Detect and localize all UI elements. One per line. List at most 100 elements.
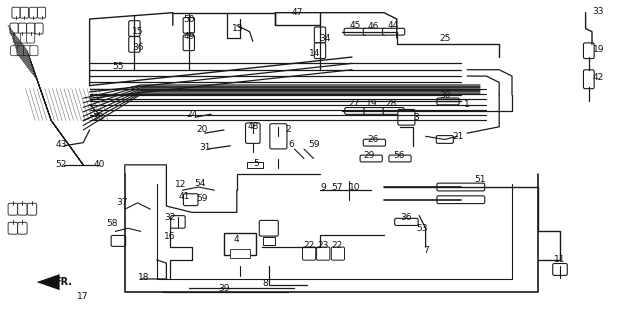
Text: 54: 54 xyxy=(194,179,205,188)
Text: 19: 19 xyxy=(366,99,378,107)
FancyBboxPatch shape xyxy=(11,46,19,56)
Text: FR.: FR. xyxy=(54,277,72,287)
FancyBboxPatch shape xyxy=(24,46,31,56)
Text: 28: 28 xyxy=(385,99,397,107)
Text: 32: 32 xyxy=(164,213,175,222)
Text: 42: 42 xyxy=(593,73,604,82)
Text: 36: 36 xyxy=(401,213,412,222)
Text: 22: 22 xyxy=(303,241,315,250)
Text: 13: 13 xyxy=(232,24,244,33)
FancyBboxPatch shape xyxy=(28,203,36,215)
Text: 9: 9 xyxy=(321,183,326,191)
Text: 24: 24 xyxy=(186,110,198,119)
FancyBboxPatch shape xyxy=(364,28,385,35)
FancyBboxPatch shape xyxy=(19,23,26,34)
FancyBboxPatch shape xyxy=(17,46,25,56)
FancyBboxPatch shape xyxy=(364,139,385,146)
Text: 50: 50 xyxy=(183,15,195,23)
FancyBboxPatch shape xyxy=(10,23,18,34)
Text: 14: 14 xyxy=(309,49,321,58)
FancyBboxPatch shape xyxy=(389,155,411,162)
FancyBboxPatch shape xyxy=(584,43,594,59)
Text: 17: 17 xyxy=(77,292,89,301)
FancyBboxPatch shape xyxy=(314,43,326,59)
FancyBboxPatch shape xyxy=(317,247,330,260)
Text: 52: 52 xyxy=(55,160,67,169)
FancyBboxPatch shape xyxy=(18,203,27,215)
FancyBboxPatch shape xyxy=(27,23,35,34)
FancyBboxPatch shape xyxy=(27,33,35,43)
Text: 59: 59 xyxy=(196,194,207,203)
Text: 39: 39 xyxy=(218,284,230,293)
FancyBboxPatch shape xyxy=(129,36,140,52)
Text: 23: 23 xyxy=(317,241,329,250)
Bar xyxy=(224,233,256,255)
Text: 41: 41 xyxy=(179,192,190,201)
Text: 43: 43 xyxy=(55,140,67,149)
Text: 11: 11 xyxy=(554,256,566,264)
Text: 25: 25 xyxy=(439,34,451,42)
Text: 58: 58 xyxy=(106,219,118,228)
Text: 33: 33 xyxy=(593,7,604,16)
Text: 29: 29 xyxy=(364,151,375,160)
Polygon shape xyxy=(36,274,60,290)
FancyBboxPatch shape xyxy=(183,35,195,51)
FancyBboxPatch shape xyxy=(20,33,28,43)
Text: 48: 48 xyxy=(247,122,259,131)
FancyBboxPatch shape xyxy=(14,33,22,43)
FancyBboxPatch shape xyxy=(18,222,27,234)
FancyBboxPatch shape xyxy=(246,123,260,143)
FancyBboxPatch shape xyxy=(8,203,17,215)
FancyBboxPatch shape xyxy=(38,7,45,18)
Text: 56: 56 xyxy=(393,151,404,160)
Text: 1: 1 xyxy=(465,100,470,109)
FancyBboxPatch shape xyxy=(383,28,404,35)
Text: 53: 53 xyxy=(417,224,428,233)
FancyBboxPatch shape xyxy=(398,109,415,125)
Text: 21: 21 xyxy=(452,132,463,141)
Text: 55: 55 xyxy=(113,62,124,71)
FancyBboxPatch shape xyxy=(270,124,287,149)
Text: 22: 22 xyxy=(332,241,343,250)
Text: 31: 31 xyxy=(199,143,211,152)
FancyBboxPatch shape xyxy=(184,194,198,206)
FancyBboxPatch shape xyxy=(129,21,140,36)
FancyBboxPatch shape xyxy=(437,196,484,204)
FancyBboxPatch shape xyxy=(360,155,382,162)
Text: 44: 44 xyxy=(388,21,399,30)
FancyBboxPatch shape xyxy=(8,222,17,234)
FancyBboxPatch shape xyxy=(395,218,418,225)
Text: 2: 2 xyxy=(285,126,291,134)
Text: 27: 27 xyxy=(348,99,360,107)
Text: 36: 36 xyxy=(132,43,143,52)
Text: 37: 37 xyxy=(116,198,127,207)
Text: 46: 46 xyxy=(367,23,379,31)
FancyBboxPatch shape xyxy=(111,236,125,246)
FancyBboxPatch shape xyxy=(183,17,195,33)
Text: 6: 6 xyxy=(289,140,294,149)
FancyBboxPatch shape xyxy=(20,7,28,18)
Text: 45: 45 xyxy=(349,21,361,30)
Text: 34: 34 xyxy=(319,34,330,42)
FancyBboxPatch shape xyxy=(344,28,366,35)
Text: 8: 8 xyxy=(263,279,268,288)
FancyBboxPatch shape xyxy=(437,183,484,191)
Text: 15: 15 xyxy=(132,27,143,36)
FancyBboxPatch shape xyxy=(553,263,567,275)
Text: 40: 40 xyxy=(93,160,105,169)
Text: 5: 5 xyxy=(253,159,259,168)
Text: 10: 10 xyxy=(349,183,361,191)
Text: 20: 20 xyxy=(196,126,208,134)
Text: 3: 3 xyxy=(413,113,419,122)
Text: 57: 57 xyxy=(332,183,343,191)
FancyBboxPatch shape xyxy=(314,27,326,43)
Bar xyxy=(263,237,275,245)
Text: 30: 30 xyxy=(439,91,451,100)
Text: 19: 19 xyxy=(593,45,604,54)
FancyBboxPatch shape xyxy=(171,216,185,228)
Text: 4: 4 xyxy=(234,235,239,244)
Text: 51: 51 xyxy=(474,175,486,184)
Bar xyxy=(247,162,263,168)
Text: 26: 26 xyxy=(367,135,379,144)
FancyBboxPatch shape xyxy=(436,136,453,143)
